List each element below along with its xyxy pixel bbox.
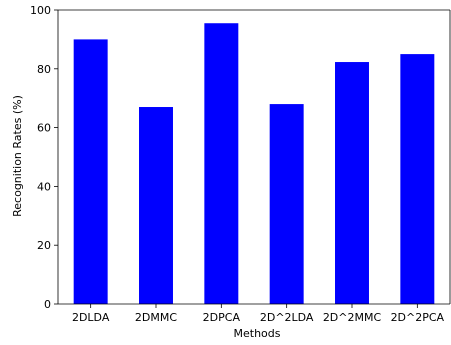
bar-2dmmc bbox=[139, 107, 173, 305]
y-tick-label: 60 bbox=[37, 122, 51, 135]
y-tick-label: 0 bbox=[44, 298, 51, 311]
y-tick-label: 100 bbox=[30, 4, 51, 17]
y-tick-label: 80 bbox=[37, 63, 51, 76]
bar-2d-2pca bbox=[400, 54, 435, 304]
bar-2dlda bbox=[73, 39, 108, 305]
y-axis-label: Recognition Rates (%) bbox=[11, 95, 24, 217]
x-tick-label: 2DLDA bbox=[72, 311, 110, 324]
bar-2d-2lda bbox=[269, 104, 304, 304]
x-tick-label: 2DPCA bbox=[203, 311, 241, 324]
plot-area: 2DLDA 2DMMC 2DPCA 2D^2LDA 2D^2MMC 2D^2PCA 0 20 4… bbox=[30, 4, 451, 324]
x-tick-label: 2DMMC bbox=[135, 311, 177, 324]
x-axis-label: Methods bbox=[234, 327, 281, 340]
x-tick-label: 2D^2LDA bbox=[260, 311, 314, 324]
bar-2d-2mmc bbox=[335, 62, 369, 304]
bar-2dpca bbox=[204, 23, 239, 304]
y-tick-label: 20 bbox=[37, 239, 51, 252]
y-tick-label: 40 bbox=[37, 180, 51, 193]
x-tick-label: 2D^2MMC bbox=[323, 311, 382, 324]
x-tick-label: 2D^2PCA bbox=[391, 311, 445, 324]
